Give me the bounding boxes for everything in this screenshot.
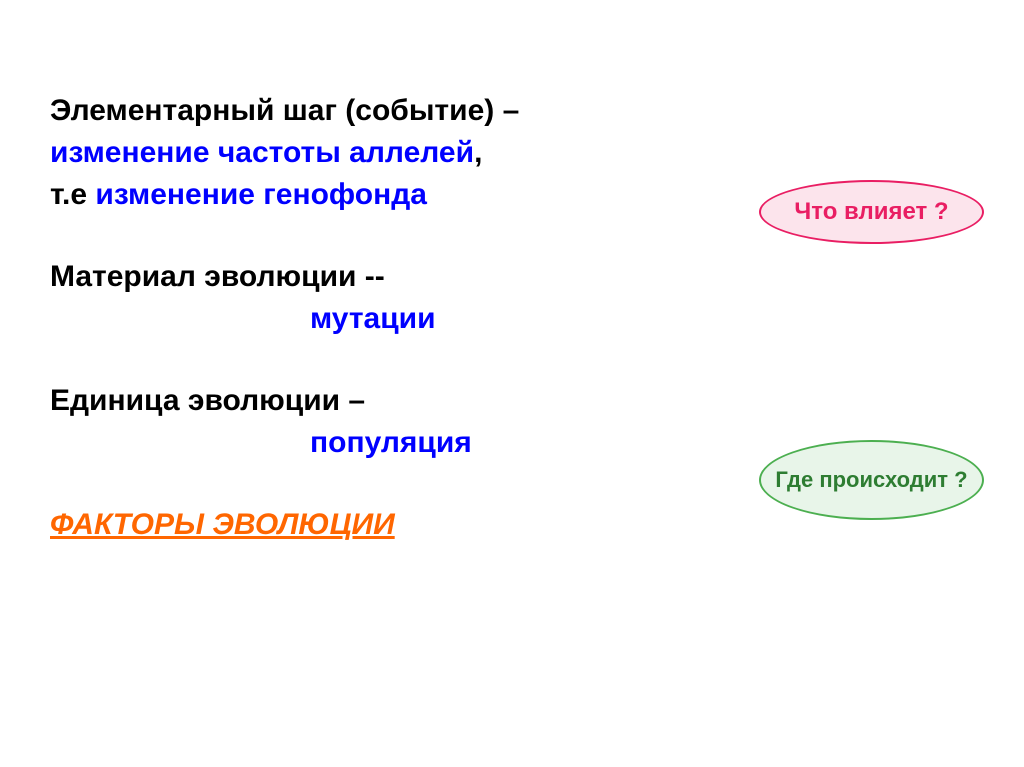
callout-pink-text: Что влияет ? (794, 198, 948, 226)
text-line-1: Элементарный шаг (событие) – (50, 90, 974, 132)
text-line-2: изменение частоты аллелей, (50, 132, 974, 174)
text-factors-link[interactable]: ФАКТОРЫ ЭВОЛЮЦИИ (50, 508, 395, 541)
slide-content: Элементарный шаг (событие) – изменение ч… (0, 0, 1024, 636)
text-genofond: изменение генофонда (95, 178, 427, 211)
text-material: Материал эволюции -- (50, 256, 974, 298)
section-material: Материал эволюции -- мутации (50, 256, 974, 340)
text-ie-prefix: т.е (50, 178, 95, 211)
text-elementary-step: Элементарный шаг (событие) – (50, 94, 519, 127)
callout-pink: Что влияет ? (759, 180, 984, 244)
callout-green: Где происходит ? (759, 440, 984, 520)
text-mutations: мутации (50, 298, 974, 340)
text-comma: , (474, 136, 482, 169)
text-allele-frequency: изменение частоты аллелей (50, 136, 474, 169)
text-unit: Единица эволюции – (50, 380, 974, 422)
callout-green-text: Где происходит ? (775, 467, 967, 493)
